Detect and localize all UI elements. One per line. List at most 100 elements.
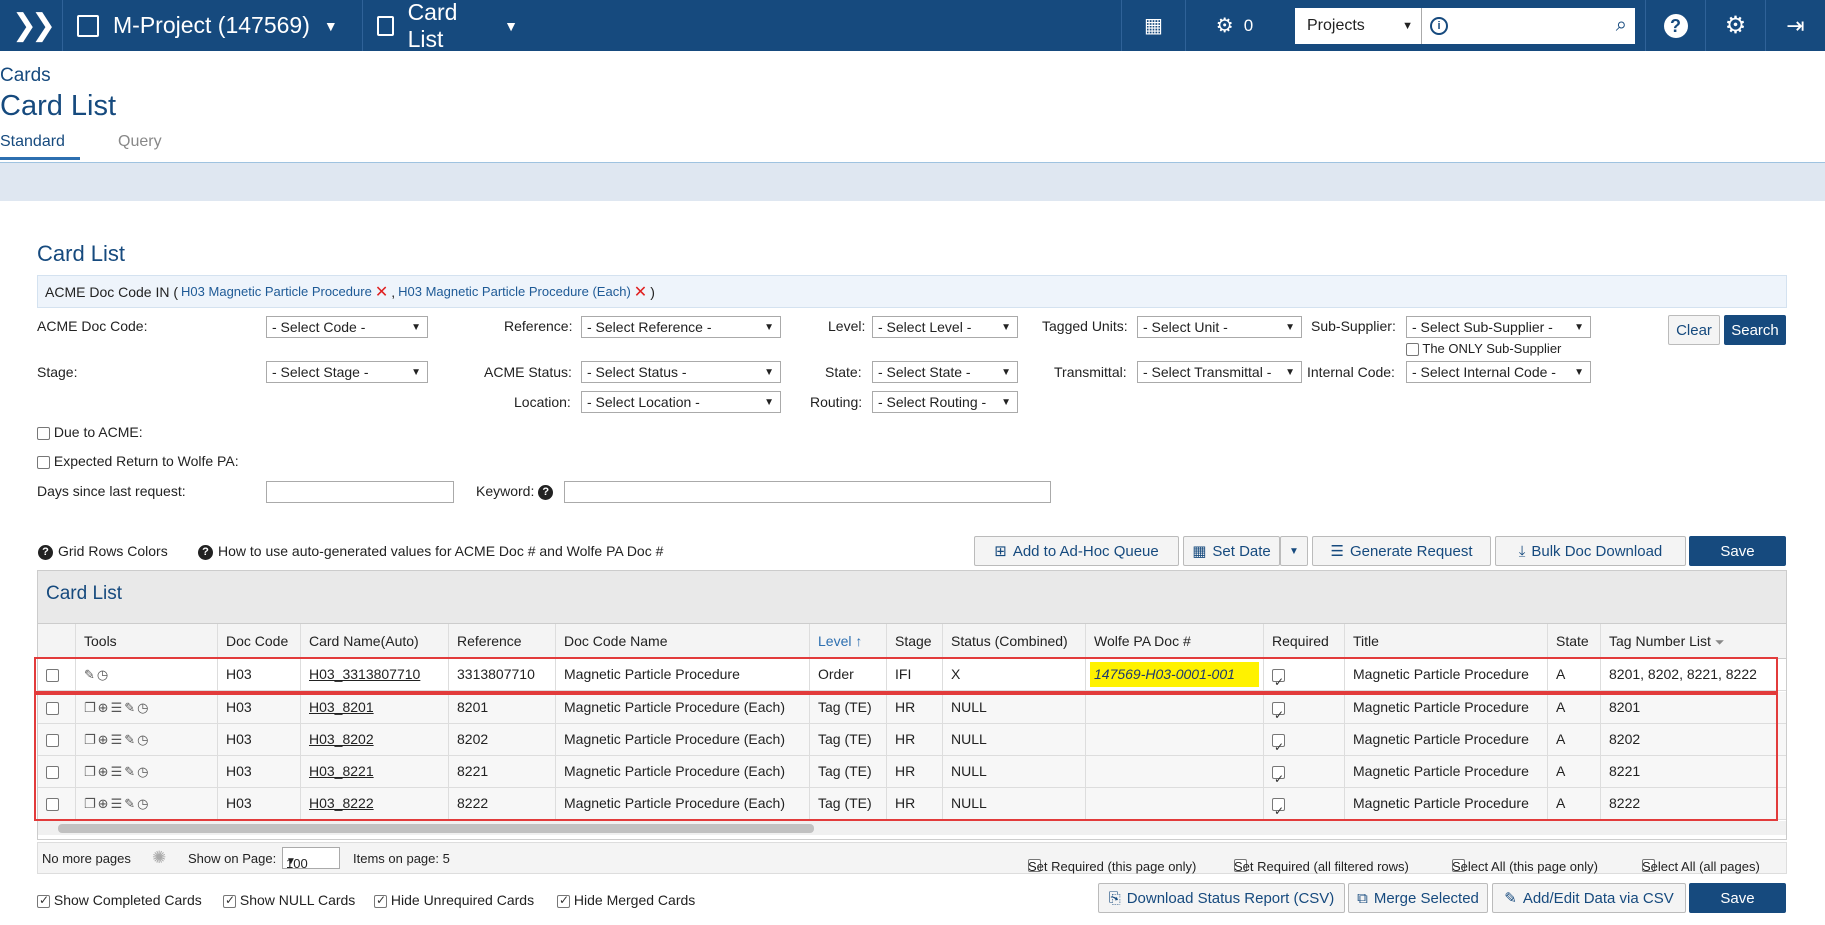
merge-selected-button[interactable]: ⧉ Merge Selected: [1348, 883, 1488, 913]
page-breadcrumb[interactable]: Card List ▼: [362, 0, 532, 52]
project-breadcrumb[interactable]: M-Project (147569) ▼: [62, 0, 362, 51]
filter-icon[interactable]: ⏷: [1714, 635, 1725, 649]
pencil-icon[interactable]: ✎: [124, 732, 136, 747]
only-sub-supplier-checkbox[interactable]: [1406, 343, 1419, 357]
hide-unrequired-checkbox[interactable]: [374, 893, 387, 908]
show-completed-option[interactable]: Show Completed Cards: [37, 892, 202, 908]
tagged-units-select[interactable]: - Select Unit - ▼: [1137, 316, 1302, 338]
card-name-link[interactable]: H03_8221: [309, 763, 374, 779]
add-revision-icon[interactable]: ⊕: [97, 796, 109, 811]
wolfe-doc-cell[interactable]: [1086, 756, 1264, 787]
required-checkbox[interactable]: [1272, 796, 1285, 819]
only-sub-supplier-option[interactable]: The ONLY Sub-Supplier: [1406, 341, 1561, 357]
table-row[interactable]: ❐ ⊕ ☰ ✎ ◷ H03 H03_8202 8202 Magnetic Particl…: [38, 724, 1786, 756]
select-all-pages-checkbox[interactable]: [1642, 859, 1655, 872]
required-checkbox[interactable]: [1272, 764, 1285, 787]
home-logo-icon[interactable]: ❯❯: [11, 9, 56, 42]
header-reference[interactable]: Reference: [449, 624, 556, 658]
state-select[interactable]: - Select State - ▼: [872, 361, 1018, 383]
reference-select[interactable]: - Select Reference - ▼: [581, 316, 781, 338]
clock-icon[interactable]: ◷: [137, 796, 149, 811]
header-tag-number-list[interactable]: Tag Number List ⏷: [1601, 624, 1787, 658]
clear-button[interactable]: Clear: [1668, 315, 1720, 345]
tab-standard[interactable]: Standard: [0, 133, 80, 160]
refresh-icon[interactable]: ✺: [152, 848, 167, 867]
pencil-icon[interactable]: ✎: [124, 700, 136, 715]
due-to-acme-option[interactable]: Due to ACME:: [37, 424, 143, 440]
table-row[interactable]: ❐ ⊕ ☰ ✎ ◷ H03 H03_8221 8221 Magnetic Particl…: [38, 756, 1786, 788]
grid-rows-colors-link[interactable]: ? Grid Rows Colors: [38, 543, 168, 560]
hide-merged-option[interactable]: Hide Merged Cards: [557, 892, 695, 908]
required-checkbox[interactable]: [1272, 700, 1285, 723]
search-icon[interactable]: ⌕: [1615, 14, 1627, 36]
keyword-input[interactable]: [564, 481, 1051, 503]
row-checkbox[interactable]: [46, 668, 59, 682]
routing-select[interactable]: - Select Routing - ▼: [872, 391, 1018, 413]
acme-status-select[interactable]: - Select Status - ▼: [581, 361, 781, 383]
due-to-acme-checkbox[interactable]: [37, 426, 50, 440]
card-name-link[interactable]: H03_8202: [309, 731, 374, 747]
internal-code-select[interactable]: - Select Internal Code - ▼: [1406, 361, 1591, 383]
help-button[interactable]: ?: [1645, 0, 1705, 51]
details-icon[interactable]: ☰: [110, 764, 123, 779]
copy-icon[interactable]: ❐: [84, 700, 96, 715]
clock-icon[interactable]: ◷: [137, 700, 149, 715]
transmittal-select[interactable]: - Select Transmittal - ▼: [1137, 361, 1302, 383]
select-all-page-checkbox[interactable]: [1452, 859, 1465, 872]
tab-query[interactable]: Query: [118, 133, 162, 150]
expected-return-option[interactable]: Expected Return to Wolfe PA:: [37, 453, 239, 469]
remove-filter-icon[interactable]: ✕: [374, 283, 389, 301]
header-doc-code[interactable]: Doc Code: [218, 624, 301, 658]
table-row[interactable]: ❐ ⊕ ☰ ✎ ◷ H03 H03_8201 8201 Magnetic Particl…: [38, 692, 1786, 724]
details-icon[interactable]: ☰: [110, 700, 123, 715]
card-name-link[interactable]: H03_8222: [309, 795, 374, 811]
acme-doc-code-select[interactable]: - Select Code - ▼: [266, 316, 428, 338]
global-search-input[interactable]: i ⌕: [1421, 7, 1635, 44]
how-to-link[interactable]: ? How to use auto-generated values for AC…: [198, 543, 663, 560]
header-title[interactable]: Title: [1345, 624, 1548, 658]
wolfe-doc-value[interactable]: 147569-H03-0001-001: [1090, 662, 1259, 687]
header-level[interactable]: Level ↑: [810, 624, 887, 658]
clock-icon[interactable]: ◷: [137, 764, 149, 779]
row-checkbox[interactable]: [46, 733, 59, 747]
remove-filter-icon[interactable]: ✕: [633, 283, 648, 301]
schedule-report-button[interactable]: ▦: [1121, 0, 1185, 51]
pencil-icon[interactable]: ✎: [124, 764, 136, 779]
card-name-link[interactable]: H03_3313807710: [309, 666, 421, 682]
header-stage[interactable]: Stage: [887, 624, 943, 658]
set-date-dropdown-button[interactable]: ▼: [1280, 536, 1308, 566]
days-since-input[interactable]: [266, 481, 454, 503]
header-state[interactable]: State: [1548, 624, 1601, 658]
expected-return-checkbox[interactable]: [37, 455, 50, 469]
keyword-help-icon[interactable]: ?: [538, 484, 554, 500]
header-required[interactable]: Required: [1264, 624, 1345, 658]
location-select[interactable]: - Select Location - ▼: [581, 391, 781, 413]
wolfe-doc-cell[interactable]: 147569-H03-0001-001: [1086, 659, 1264, 690]
row-checkbox[interactable]: [46, 765, 59, 779]
card-name-link[interactable]: H03_8201: [309, 699, 374, 715]
copy-icon[interactable]: ❐: [84, 732, 96, 747]
copy-icon[interactable]: ❐: [84, 764, 96, 779]
logout-button[interactable]: ⇥: [1765, 0, 1825, 51]
add-revision-icon[interactable]: ⊕: [97, 732, 109, 747]
details-icon[interactable]: ☰: [110, 732, 123, 747]
header-doc-code-name[interactable]: Doc Code Name: [556, 624, 810, 658]
stage-select[interactable]: - Select Stage - ▼: [266, 361, 428, 383]
scrollbar-thumb[interactable]: [58, 824, 814, 833]
wolfe-doc-cell[interactable]: [1086, 788, 1264, 819]
row-checkbox[interactable]: [46, 797, 59, 811]
save-button-bottom[interactable]: Save: [1689, 883, 1786, 913]
copy-icon[interactable]: ❐: [84, 796, 96, 811]
pencil-icon[interactable]: ✎: [124, 796, 136, 811]
header-wolfe-doc[interactable]: Wolfe PA Doc #: [1086, 624, 1264, 658]
search-button[interactable]: Search: [1724, 315, 1786, 345]
show-null-checkbox[interactable]: [223, 893, 236, 908]
clock-icon[interactable]: ◷: [96, 667, 109, 682]
required-checkbox[interactable]: [1272, 732, 1285, 755]
download-status-report-button[interactable]: ⎘ Download Status Report (CSV): [1098, 883, 1345, 913]
header-card-name[interactable]: Card Name(Auto): [301, 624, 449, 658]
level-select[interactable]: - Select Level - ▼: [872, 316, 1018, 338]
hide-unrequired-option[interactable]: Hide Unrequired Cards: [374, 892, 534, 908]
row-checkbox[interactable]: [46, 701, 59, 715]
set-required-all-checkbox[interactable]: [1234, 859, 1247, 872]
